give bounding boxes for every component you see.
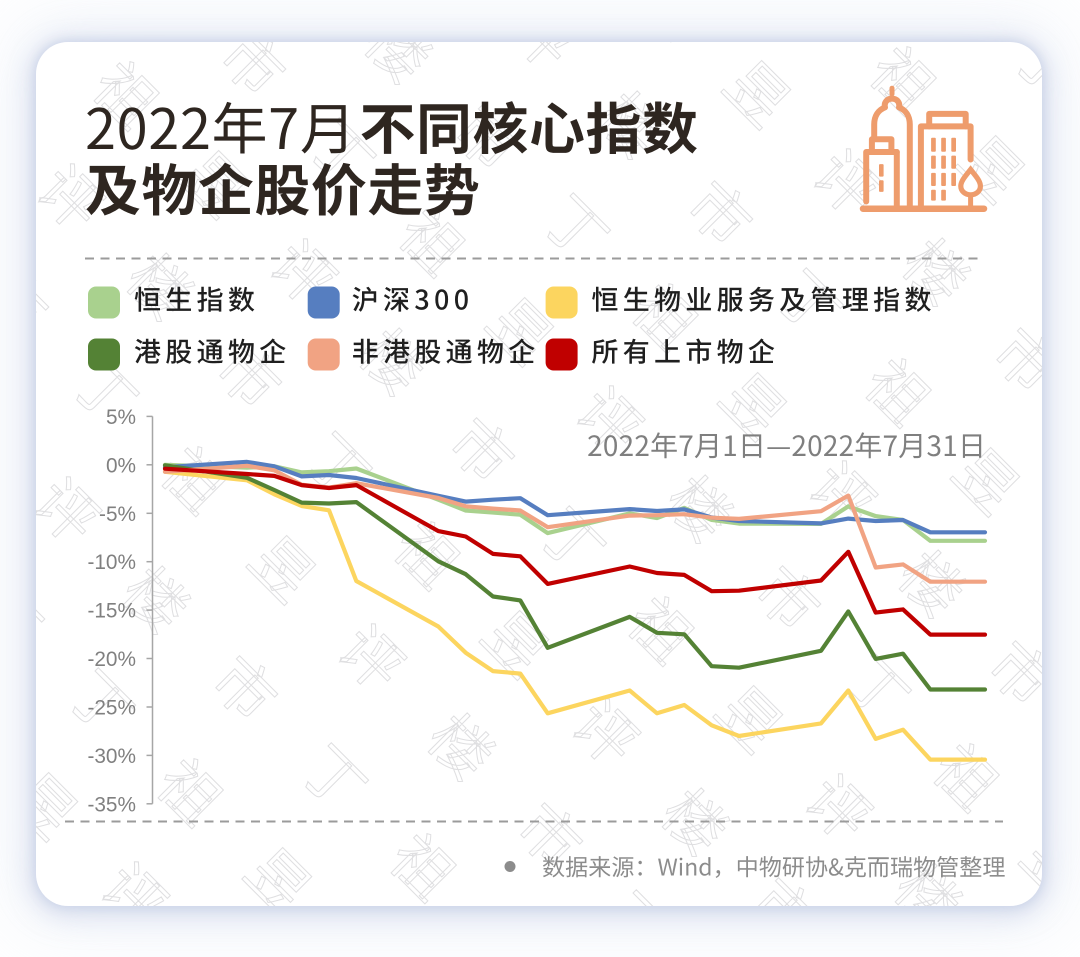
svg-text:-25%: -25% <box>87 697 136 720</box>
svg-text:-5%: -5% <box>99 503 136 526</box>
svg-text:-30%: -30% <box>87 745 136 768</box>
svg-text:-10%: -10% <box>87 551 136 574</box>
svg-text:-20%: -20% <box>87 648 136 671</box>
svg-text:0%: 0% <box>106 454 136 477</box>
svg-text:-35%: -35% <box>87 793 136 816</box>
svg-text:-15%: -15% <box>87 600 136 623</box>
svg-text:5%: 5% <box>106 406 136 429</box>
